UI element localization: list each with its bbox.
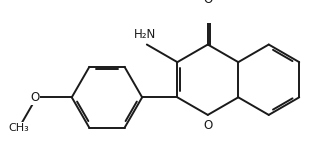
Text: CH₃: CH₃ (9, 123, 29, 133)
Text: H₂N: H₂N (134, 28, 156, 41)
Text: O: O (203, 0, 213, 6)
Text: O: O (30, 91, 40, 104)
Text: O: O (203, 119, 213, 132)
